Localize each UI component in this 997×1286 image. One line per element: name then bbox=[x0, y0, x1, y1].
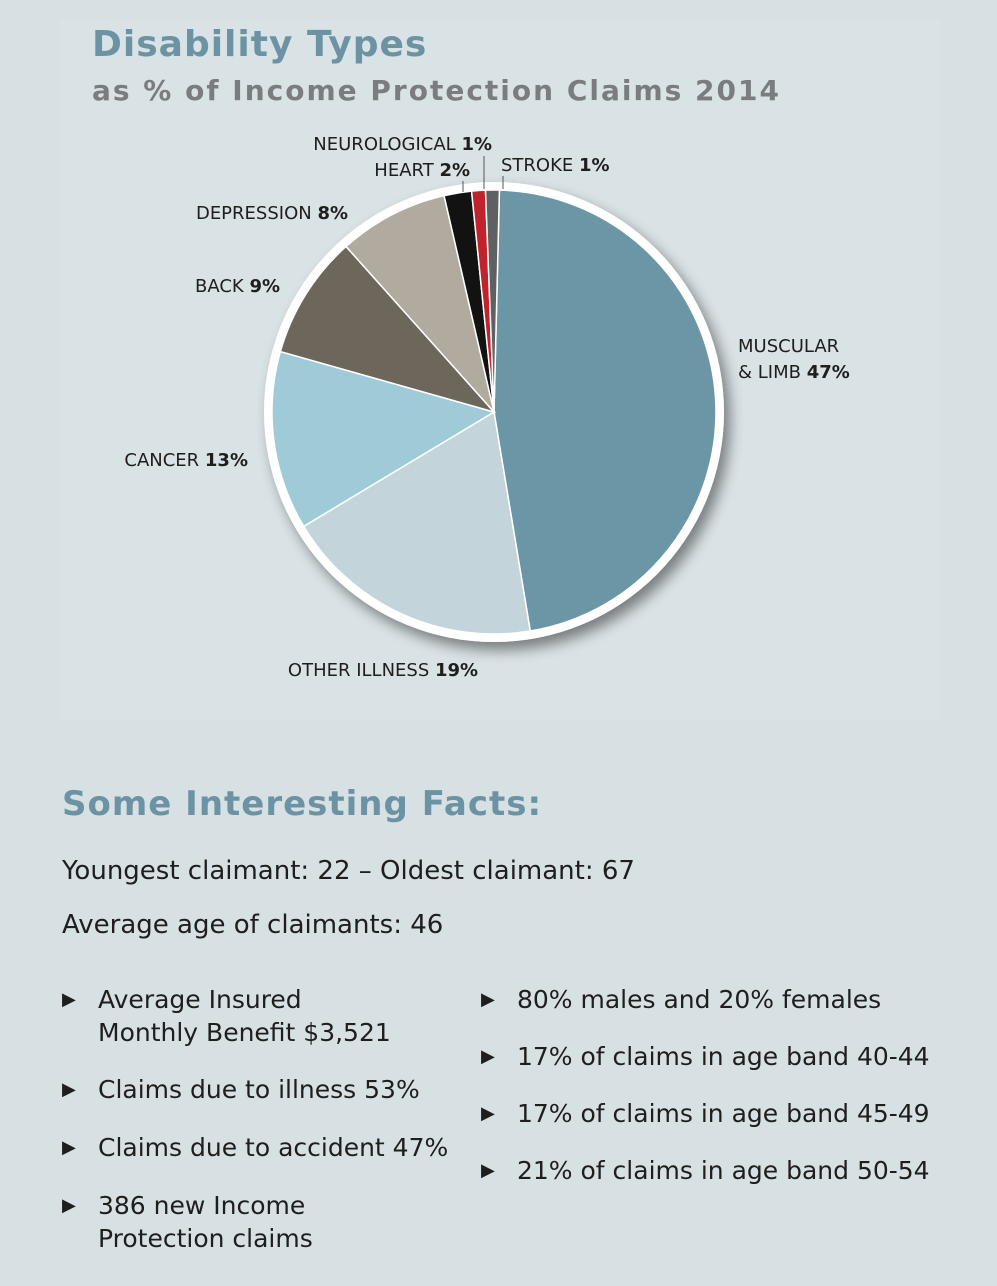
fact-bullet-text: Average Insured bbox=[98, 985, 302, 1014]
fact-bullet-text: Monthly Benefit $3,521 bbox=[98, 1018, 391, 1047]
fact-bullet-text: 21% of claims in age band 50-54 bbox=[517, 1156, 930, 1185]
fact-bullet-text: Claims due to accident 47% bbox=[98, 1133, 449, 1162]
fact-bullet-left-4: ▶ 386 new Income Protection claims bbox=[62, 1189, 448, 1255]
fact-bullet-right-4: ▶ 21% of claims in age band 50-54 bbox=[481, 1154, 930, 1187]
fact-bullet-text: 17% of claims in age band 40-44 bbox=[517, 1042, 930, 1071]
pie-slice-back bbox=[279, 245, 497, 414]
chart-title: Disability Types bbox=[92, 24, 428, 65]
bullet-arrow-icon: ▶ bbox=[62, 989, 76, 1010]
facts-title: Some Interesting Facts: bbox=[62, 784, 543, 824]
bullet-arrow-icon: ▶ bbox=[481, 1046, 495, 1067]
pie-slice-other-illness bbox=[302, 410, 532, 635]
facts-list-right: ▶ 80% males and 20% females ▶ 17% of claims… bbox=[481, 983, 930, 1187]
pie-label-heart: HEART 2% bbox=[374, 160, 470, 181]
pie-labels: MUSCULAR & LIMB 47% OTHER ILLNESS 19% CANCE… bbox=[124, 134, 849, 681]
pie-slice-depression bbox=[344, 194, 495, 413]
fact-age-range: Youngest claimant: 22 – Oldest claimant:… bbox=[62, 856, 635, 886]
bullet-arrow-icon: ▶ bbox=[62, 1195, 76, 1216]
fact-bullet-left-1: ▶ Average Insured Monthly Benefit $3,521 bbox=[62, 983, 448, 1049]
pie-slice-stroke bbox=[484, 189, 501, 413]
bullet-arrow-icon: ▶ bbox=[481, 1160, 495, 1181]
fact-bullet-right-3: ▶ 17% of claims in age band 45-49 bbox=[481, 1097, 930, 1130]
bullet-arrow-icon: ▶ bbox=[62, 1137, 76, 1158]
pie-leader-lines bbox=[462, 156, 504, 192]
pie-label-back: BACK 9% bbox=[195, 276, 280, 297]
bullet-arrow-icon: ▶ bbox=[62, 1079, 76, 1100]
pie-label-muscular-limb: MUSCULAR & LIMB 47% bbox=[738, 336, 850, 383]
pie-slice-cancer bbox=[271, 350, 496, 528]
fact-bullet-right-1: ▶ 80% males and 20% females bbox=[481, 983, 930, 1016]
fact-bullet-text: Claims due to illness 53% bbox=[98, 1075, 420, 1104]
pie-label-cancer: CANCER 13% bbox=[124, 450, 248, 471]
fact-bullet-right-2: ▶ 17% of claims in age band 40-44 bbox=[481, 1040, 930, 1073]
fact-bullet-text: Protection claims bbox=[98, 1224, 313, 1253]
pie-chart: MUSCULAR & LIMB 47% OTHER ILLNESS 19% CANCE… bbox=[124, 134, 849, 681]
pie-label-neurological: NEUROLOGICAL 1% bbox=[313, 134, 492, 155]
facts-list-left: ▶ Average Insured Monthly Benefit $3,521 ▶ C… bbox=[62, 983, 448, 1255]
pie-slices bbox=[271, 189, 717, 635]
fact-bullet-left-2: ▶ Claims due to illness 53% bbox=[62, 1073, 448, 1106]
pie-label-depression: DEPRESSION 8% bbox=[196, 203, 348, 224]
fact-bullet-text: 80% males and 20% females bbox=[517, 985, 882, 1014]
pie-slice-muscular-limb bbox=[493, 189, 717, 632]
bullet-arrow-icon: ▶ bbox=[481, 1103, 495, 1124]
fact-bullet-text: 386 new Income bbox=[98, 1191, 306, 1220]
fact-bullet-left-3: ▶ Claims due to accident 47% bbox=[62, 1131, 448, 1164]
fact-bullet-text: 17% of claims in age band 45-49 bbox=[517, 1099, 930, 1128]
pie-label-stroke: STROKE 1% bbox=[501, 155, 610, 176]
pie-label-other-illness: OTHER ILLNESS 19% bbox=[288, 660, 478, 681]
bullet-arrow-icon: ▶ bbox=[481, 989, 495, 1010]
fact-average-age: Average age of claimants: 46 bbox=[62, 910, 444, 940]
chart-subtitle: as % of Income Protection Claims 2014 bbox=[92, 74, 781, 107]
